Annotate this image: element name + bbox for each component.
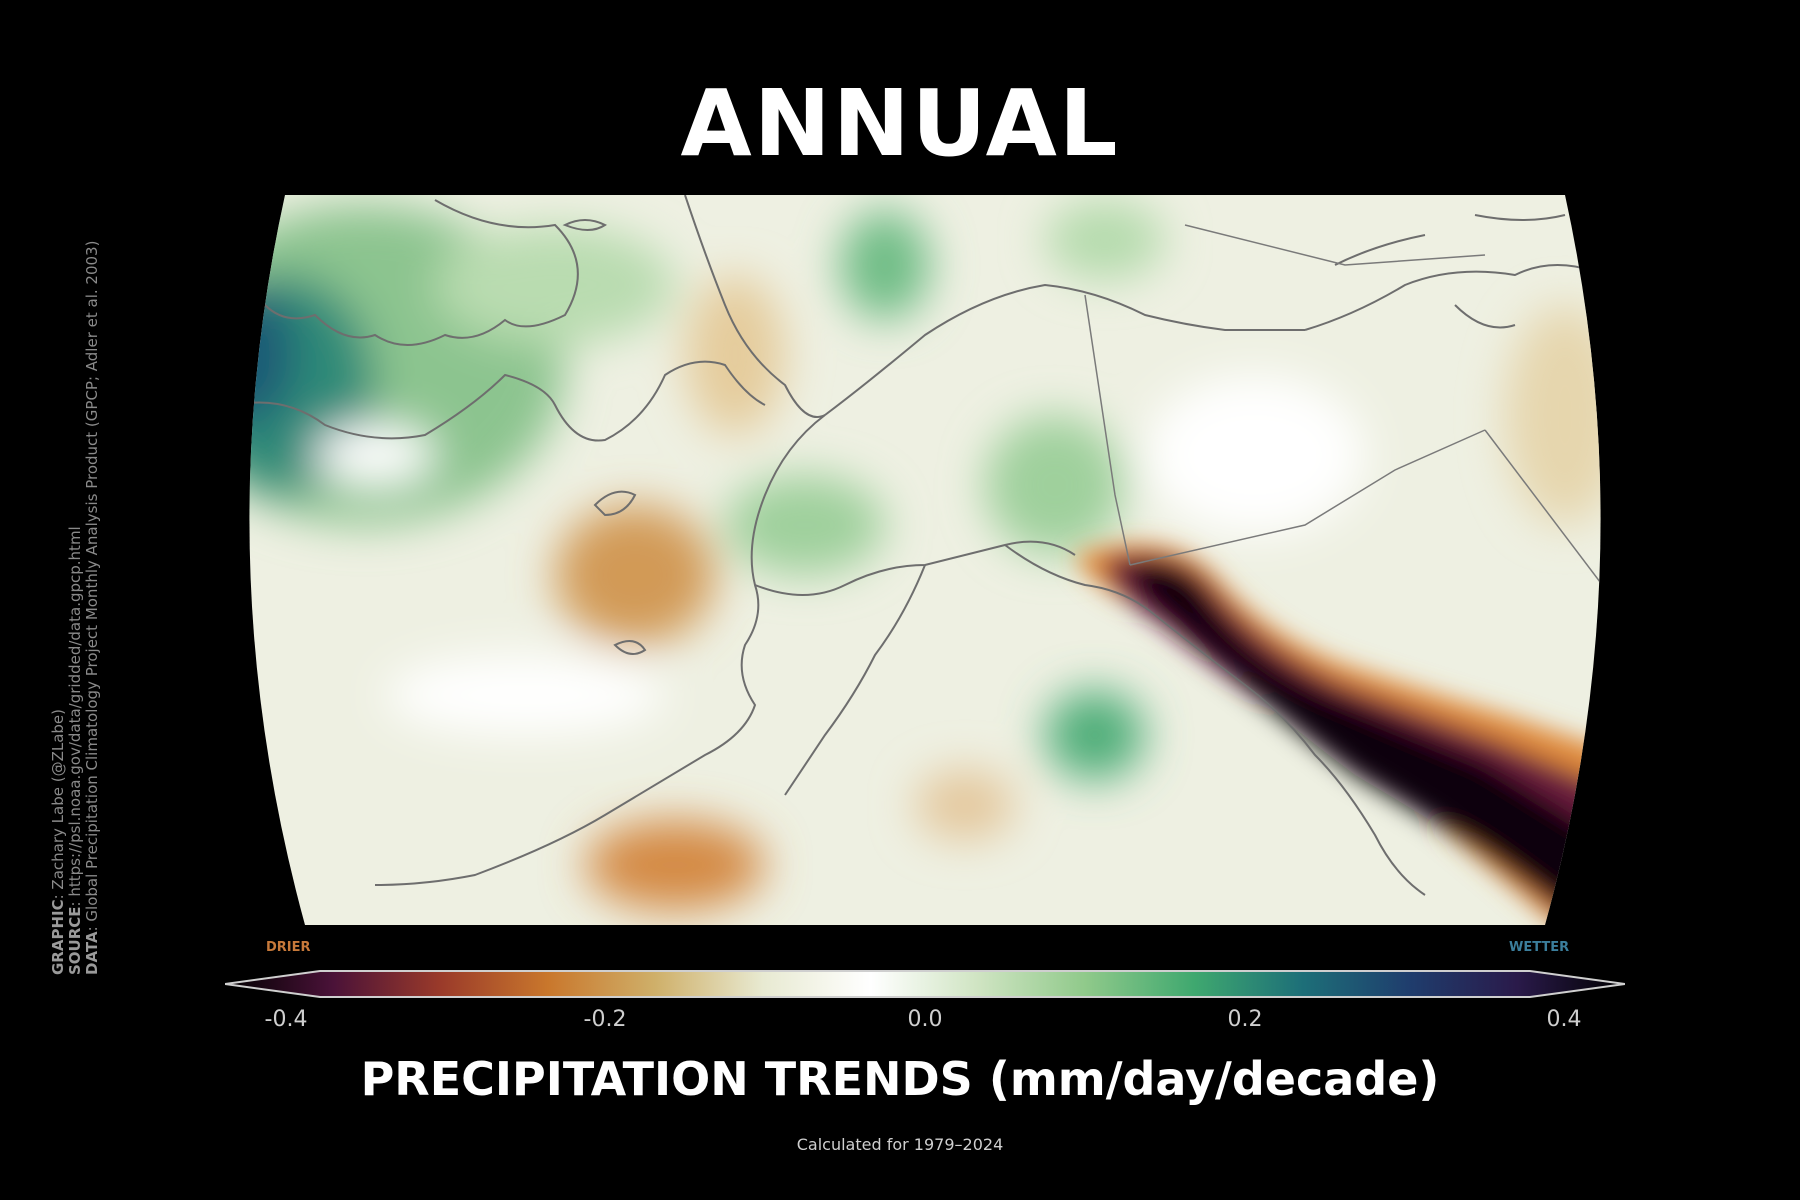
map-title: ANNUAL	[680, 70, 1120, 177]
credit-data: DATA: Global Precipitation Climatology P…	[83, 240, 101, 975]
wetter-label: WETTER	[1509, 940, 1570, 955]
credits-block: GRAPHIC: Zachary Labe (@ZLabe) SOURCE: h…	[49, 75, 106, 975]
map-field	[249, 195, 1601, 925]
drier-label: DRIER	[266, 940, 311, 955]
credit-source: SOURCE: https://psl.noaa.gov/data/gridde…	[66, 526, 84, 975]
colorbar-tick: -0.2	[583, 1007, 627, 1032]
political-borders	[1084, 224, 1601, 616]
colorbar-tick: 0.0	[907, 1007, 943, 1032]
period-note: Calculated for 1979–2024	[796, 1135, 1004, 1154]
credit-graphic: GRAPHIC: Zachary Labe (@ZLabe)	[49, 708, 67, 975]
colorbar-label: PRECIPITATION TRENDS (mm/day/decade)	[360, 1052, 1440, 1106]
precipitation-trend-map	[249, 195, 1601, 925]
colorbar	[225, 970, 1625, 998]
colorbar-tick: -0.4	[264, 1007, 308, 1032]
colorbar-tick: 0.2	[1227, 1007, 1263, 1032]
colorbar-body	[225, 970, 1625, 998]
coastlines	[249, 195, 1601, 896]
colorbar-tick: 0.4	[1546, 1007, 1582, 1032]
